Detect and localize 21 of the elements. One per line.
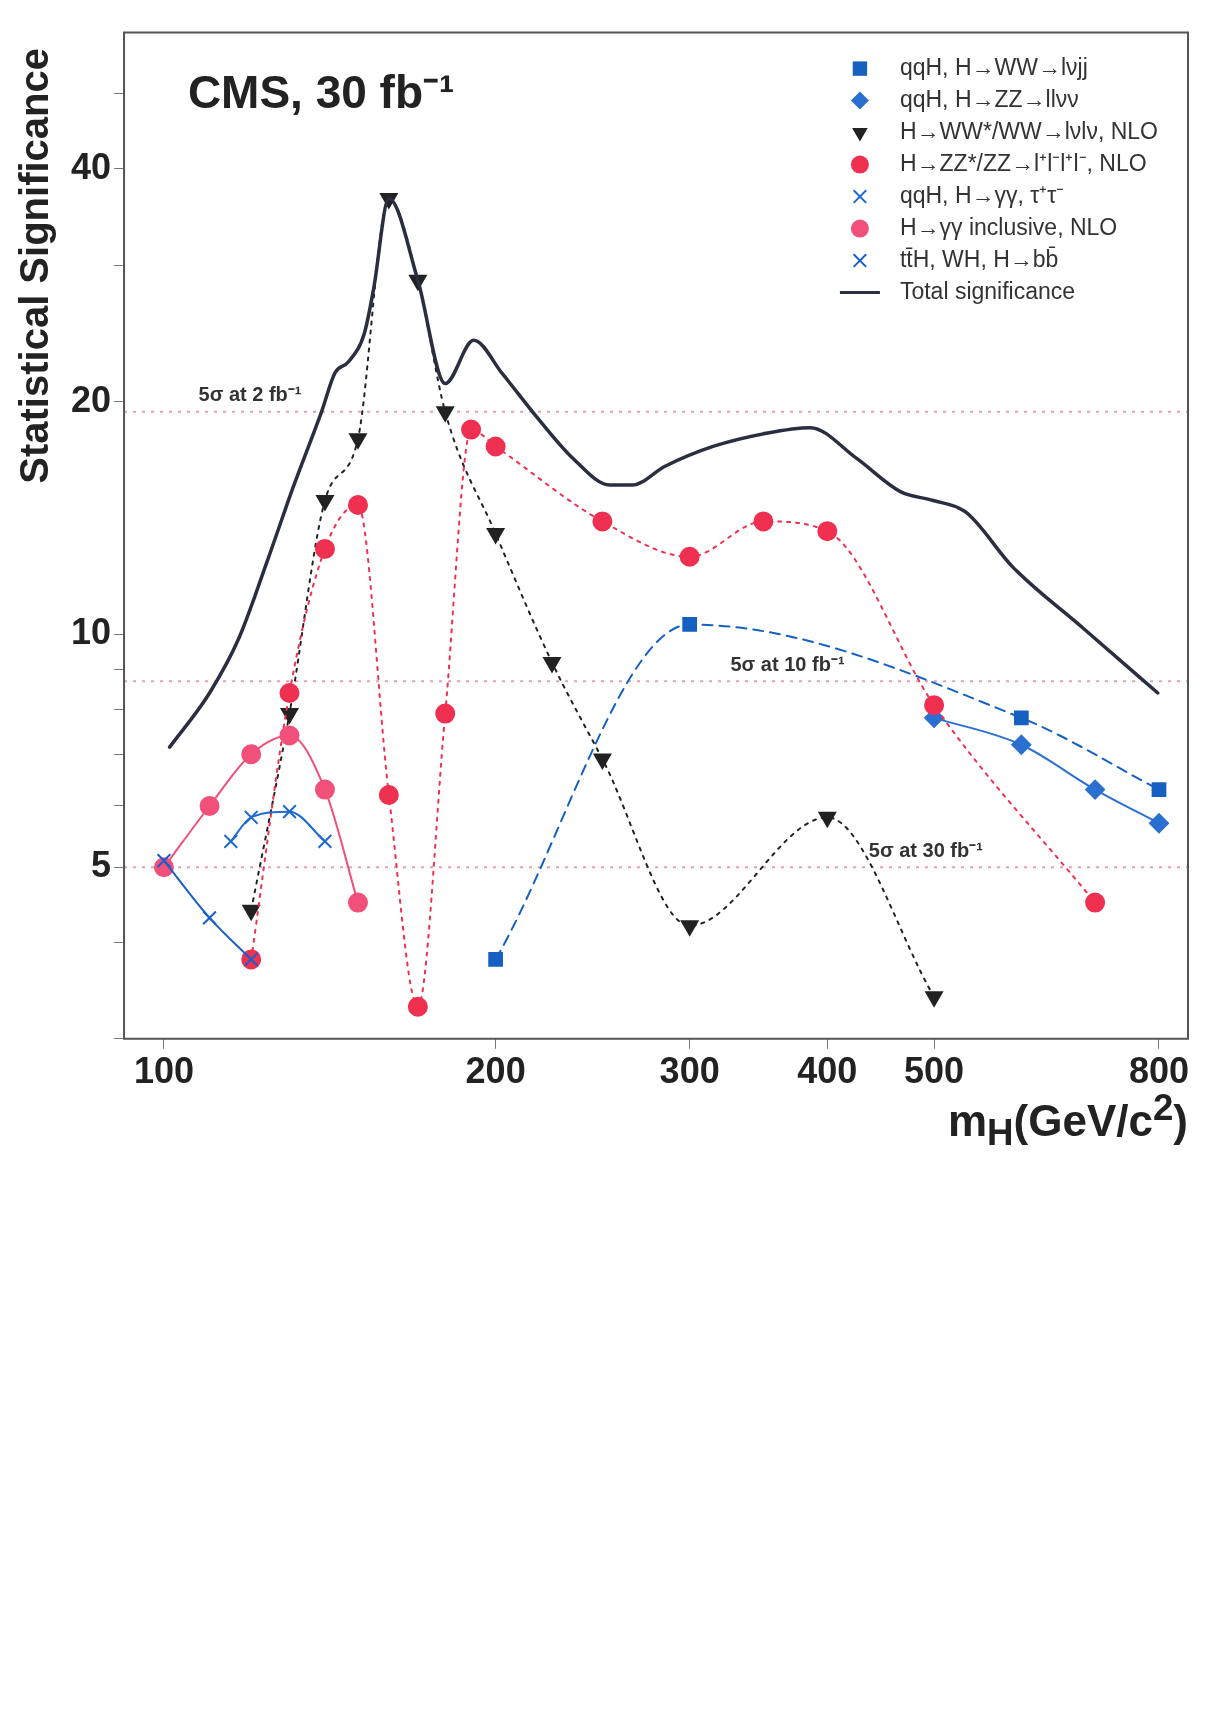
ref-line-label: 5σ at 2 fb⁻¹ <box>198 383 302 406</box>
legend-label: H→WW*/WW→lνlν, NLO <box>899 117 1158 144</box>
legend-label: qqH, H→γγ, τ⁺τ⁻ <box>899 181 1065 208</box>
ref-line-label: 5σ at 30 fb⁻¹ <box>868 838 984 861</box>
x-tick-label: 200 <box>465 1050 526 1092</box>
legend-label: tt̄H, WH, H→bb̄ <box>899 245 1059 272</box>
legend-label: qqH, H→ZZ→llνν <box>899 85 1079 112</box>
legend-label: Total significance <box>899 277 1076 304</box>
x-tick-label: 100 <box>133 1050 194 1092</box>
y-tick-label: 20 <box>71 378 112 420</box>
text: CMS, 30 fb⁻¹ <box>187 66 455 119</box>
y-tick-label: 40 <box>71 145 112 187</box>
legend-label: H→γγ inclusive, NLO <box>899 213 1118 240</box>
ref-line-label: 5σ at 10 fb⁻¹ <box>730 652 845 675</box>
y-axis-title: Statistical Significance <box>12 48 57 484</box>
x-tick-label: 300 <box>659 1050 720 1092</box>
y-tick-label: 5 <box>91 844 112 886</box>
legend-label: qqH, H→WW→lνjj <box>899 53 1088 80</box>
y-tick-label: 10 <box>71 611 112 653</box>
legend-label: H→ZZ*/ZZ→l⁺l⁻l⁺l⁻, NLO <box>899 149 1147 176</box>
x-tick-label: 400 <box>797 1050 858 1092</box>
